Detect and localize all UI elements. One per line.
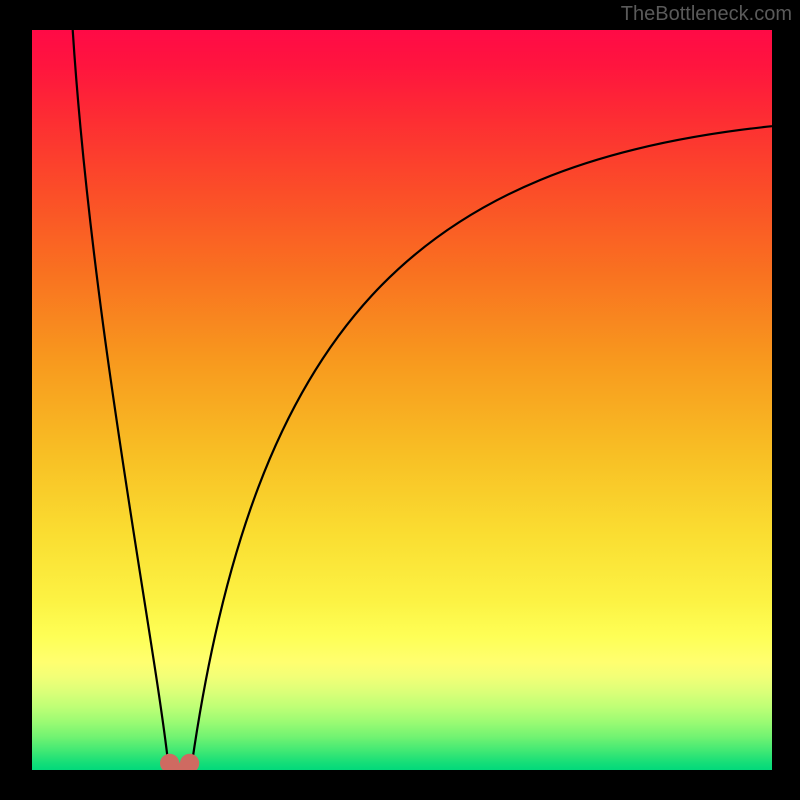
plot-area (32, 30, 772, 770)
marker-right (180, 754, 199, 770)
watermark: TheBottleneck.com (621, 3, 792, 26)
bottleneck-curve-right (191, 126, 772, 769)
bottleneck-curve-left (73, 30, 169, 769)
chart-svg (32, 30, 772, 770)
marker-left (160, 754, 179, 770)
